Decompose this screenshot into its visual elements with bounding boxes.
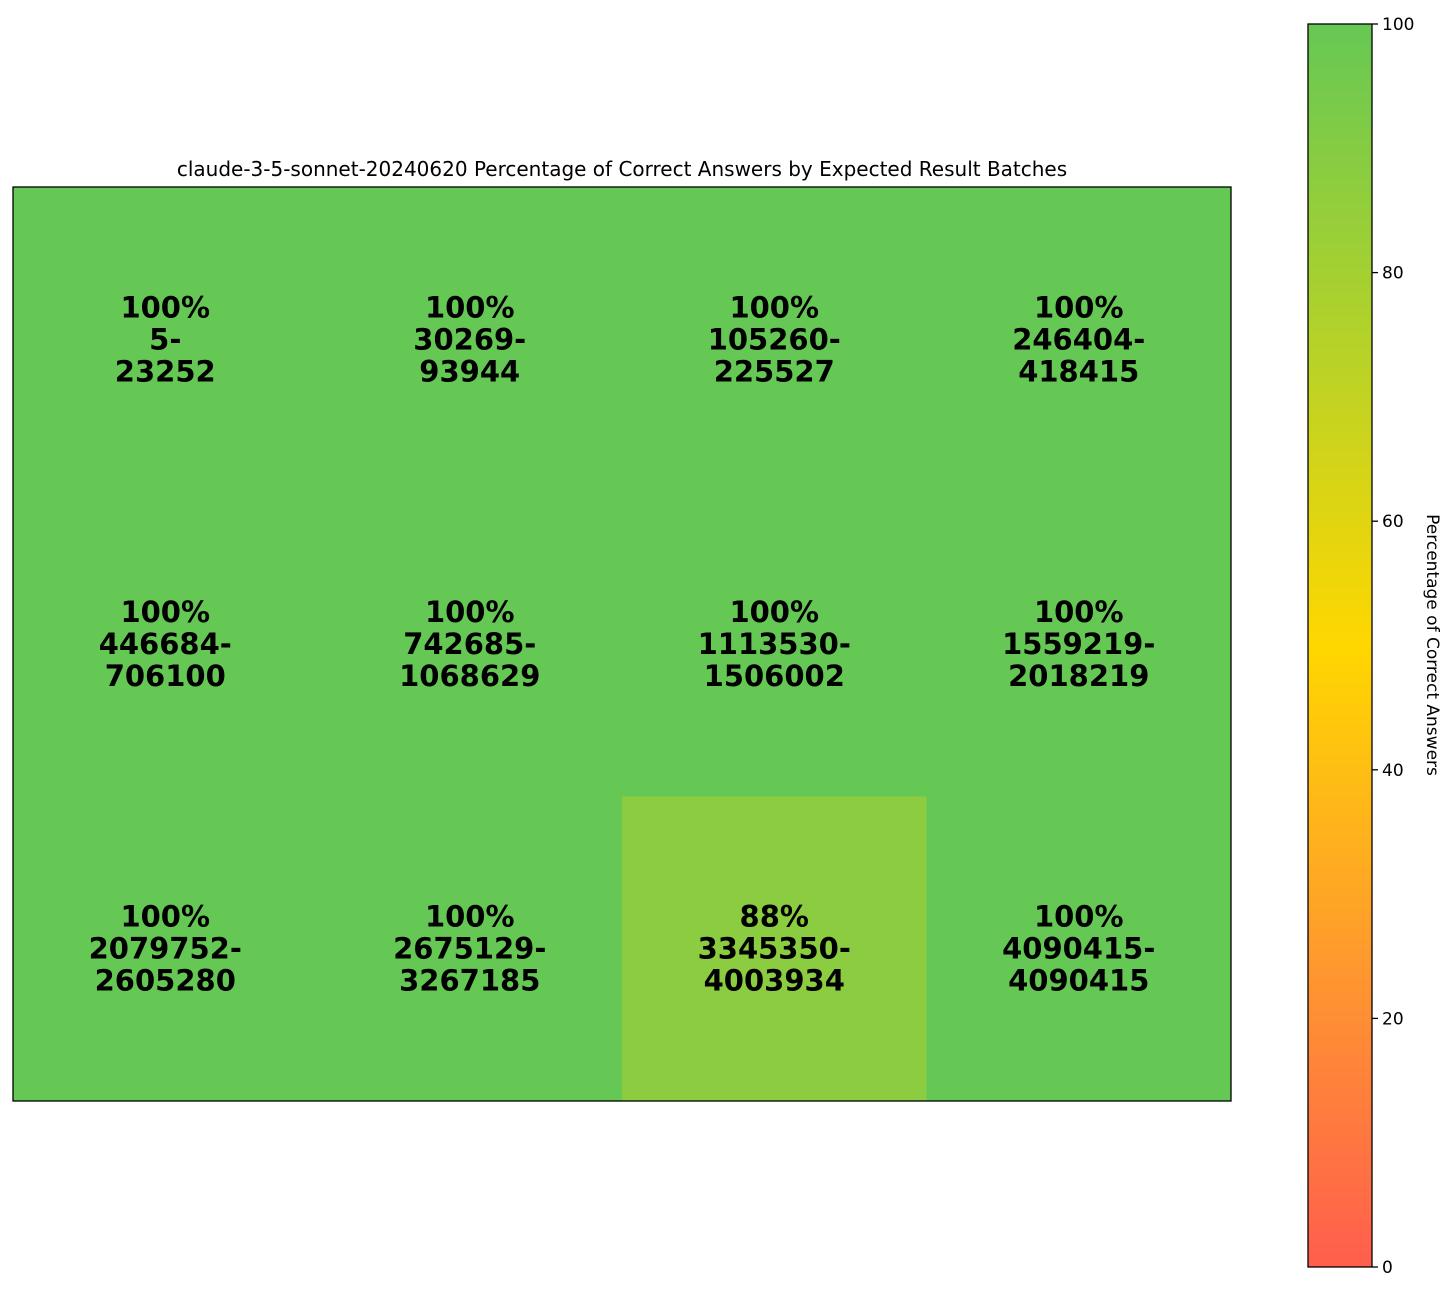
colorbar: 0 20 40 60 80 100 Percentage of Correct Answe… bbox=[1307, 15, 1442, 1278]
cell-range-start-label: 742685- bbox=[403, 627, 536, 661]
cell-range-start-label: 3345350- bbox=[698, 932, 851, 966]
cell-percent-label: 100% bbox=[120, 290, 210, 324]
heatmap-cell bbox=[317, 187, 623, 493]
cell-range-start-label: 105260- bbox=[708, 322, 841, 356]
cell-percent-label: 100% bbox=[120, 595, 210, 629]
cell-percent-label: 100% bbox=[1034, 290, 1124, 324]
cell-percent-label: 100% bbox=[1034, 900, 1124, 934]
cell-range-start-label: 1559219- bbox=[1002, 627, 1155, 661]
cell-range-start-label: 446684- bbox=[99, 627, 232, 661]
colorbar-tick-label: 60 bbox=[1382, 512, 1404, 532]
colorbar-tick-label: 20 bbox=[1382, 1009, 1404, 1029]
colorbar-tick-label: 40 bbox=[1382, 761, 1404, 781]
heatmap-cell bbox=[13, 491, 318, 797]
heatmap-cell bbox=[926, 796, 1232, 1102]
colorbar-tick-label: 80 bbox=[1382, 264, 1404, 284]
cell-range-end-label: 2018219 bbox=[1008, 659, 1149, 693]
heatmap-cell bbox=[622, 796, 927, 1102]
cell-range-end-label: 4003934 bbox=[704, 964, 845, 998]
colorbar-frame bbox=[1307, 23, 1373, 1268]
colorbar-tick-label: 100 bbox=[1382, 15, 1414, 35]
cell-percent-label: 100% bbox=[1034, 595, 1124, 629]
cell-range-end-label: 418415 bbox=[1018, 354, 1139, 388]
cell-range-end-label: 225527 bbox=[714, 354, 835, 388]
cell-range-end-label: 2605280 bbox=[95, 964, 236, 998]
heatmap-cell bbox=[622, 187, 927, 493]
heatmap-cells: 100%5-23252100%30269-93944100%105260-225… bbox=[13, 187, 1232, 1102]
cell-percent-label: 88% bbox=[740, 900, 809, 934]
heatmap-cell bbox=[926, 187, 1232, 493]
heatmap-cell bbox=[13, 796, 318, 1102]
colorbar-label: Percentage of Correct Answers bbox=[1422, 514, 1442, 776]
heatmap-cell bbox=[622, 491, 927, 797]
heatmap-cell bbox=[317, 491, 623, 797]
heatmap-cell bbox=[13, 187, 318, 493]
cell-range-start-label: 2675129- bbox=[393, 932, 546, 966]
cell-range-end-label: 4090415 bbox=[1008, 964, 1149, 998]
cell-percent-label: 100% bbox=[729, 290, 819, 324]
cell-range-start-label: 246404- bbox=[1012, 322, 1145, 356]
cell-range-end-label: 23252 bbox=[115, 354, 216, 388]
colorbar-tick-label: 0 bbox=[1382, 1258, 1393, 1278]
chart-title: claude-3-5-sonnet-20240620 Percentage of… bbox=[177, 157, 1067, 181]
colorbar-ticks: 0 20 40 60 80 100 bbox=[1372, 15, 1414, 1278]
cell-range-start-label: 5- bbox=[149, 322, 181, 356]
cell-range-start-label: 2079752- bbox=[89, 932, 242, 966]
cell-percent-label: 100% bbox=[729, 595, 819, 629]
cell-range-start-label: 30269- bbox=[413, 322, 526, 356]
cell-range-start-label: 1113530- bbox=[698, 627, 851, 661]
cell-percent-label: 100% bbox=[120, 900, 210, 934]
cell-percent-label: 100% bbox=[425, 290, 515, 324]
cell-percent-label: 100% bbox=[425, 595, 515, 629]
cell-range-end-label: 3267185 bbox=[399, 964, 540, 998]
cell-range-start-label: 4090415- bbox=[1002, 932, 1155, 966]
colorbar-gradient bbox=[1308, 24, 1372, 1267]
cell-range-end-label: 1068629 bbox=[399, 659, 540, 693]
heatmap-cell bbox=[317, 796, 623, 1102]
heatmap-cell bbox=[926, 491, 1232, 797]
cell-percent-label: 100% bbox=[425, 900, 515, 934]
cell-range-end-label: 706100 bbox=[105, 659, 226, 693]
plot-frame bbox=[12, 186, 1232, 1102]
cell-range-end-label: 93944 bbox=[419, 354, 520, 388]
cell-range-end-label: 1506002 bbox=[704, 659, 845, 693]
